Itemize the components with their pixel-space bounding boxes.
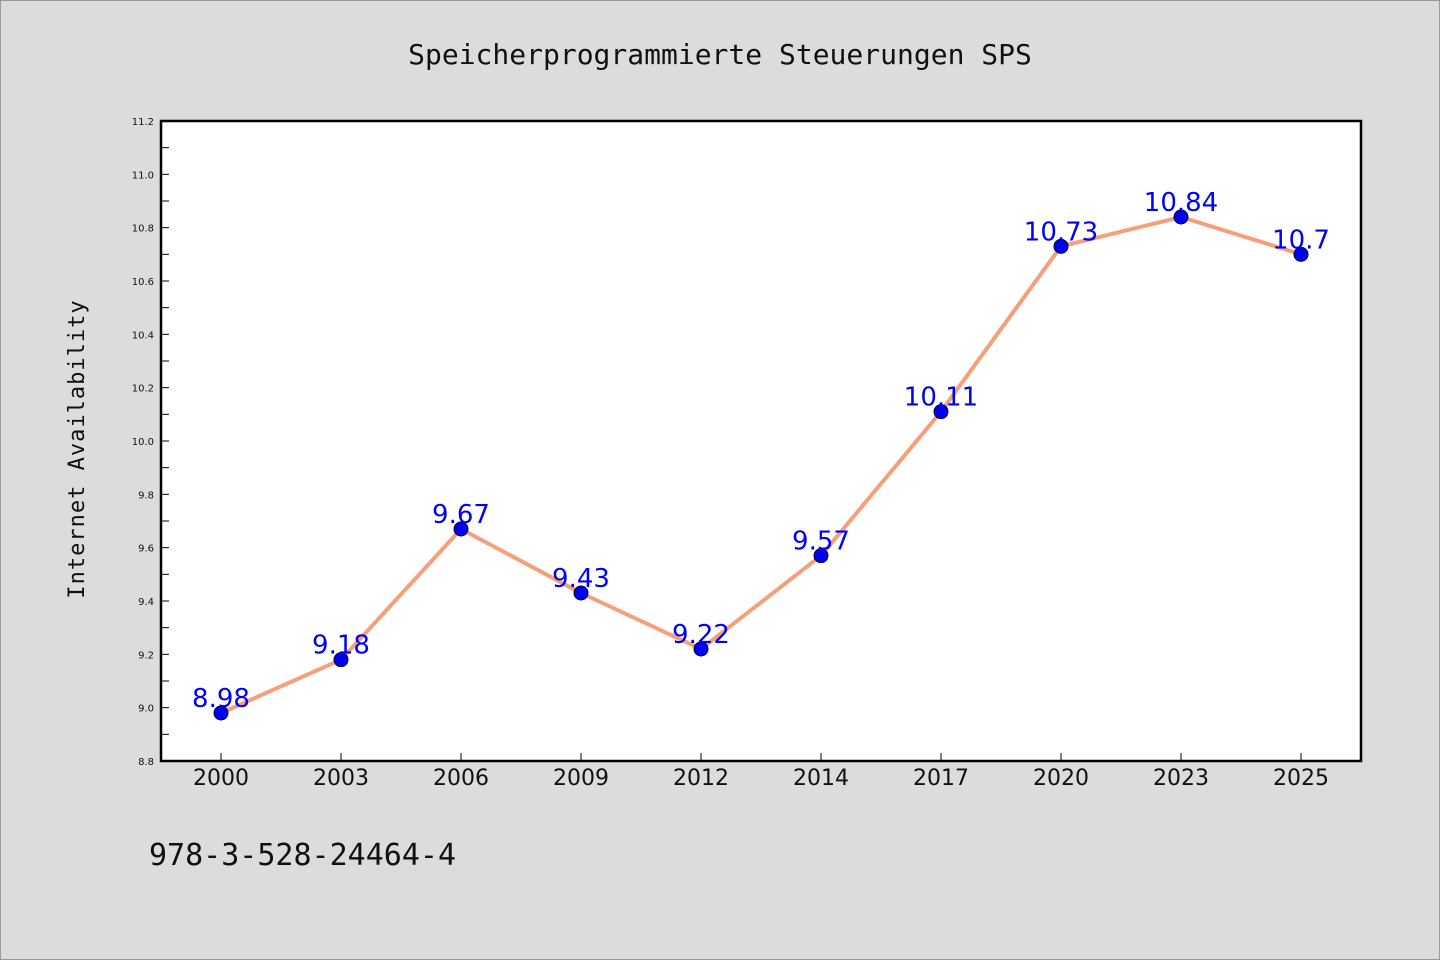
data-point <box>1173 209 1189 225</box>
data-label: 10.7 <box>1272 225 1330 255</box>
y-tick-label: 10.8 <box>132 224 154 235</box>
data-point <box>213 705 229 721</box>
plot-area <box>159 119 1363 763</box>
data-label: 10.73 <box>1024 217 1098 247</box>
x-tick-label: 2014 <box>793 766 849 791</box>
data-label: 8.98 <box>192 684 250 714</box>
data-label: 9.43 <box>552 564 610 594</box>
data-label: 9.67 <box>432 500 490 530</box>
y-axis-label: Internet Availability <box>65 299 90 598</box>
data-label: 10.11 <box>904 383 978 413</box>
data-label: 9.57 <box>792 527 850 557</box>
data-point <box>333 652 349 668</box>
y-tick-label: 11.0 <box>132 170 154 181</box>
data-point <box>813 548 829 564</box>
y-tick-label: 9.0 <box>138 704 154 715</box>
x-tick-label: 2020 <box>1033 766 1089 791</box>
data-point <box>573 585 589 601</box>
x-tick-label: 2003 <box>313 766 369 791</box>
data-label: 9.22 <box>672 620 730 650</box>
x-tick-label: 2023 <box>1153 766 1209 791</box>
y-tick-label: 11.2 <box>132 117 154 128</box>
y-tick-label: 9.8 <box>138 490 154 501</box>
series-line-group <box>219 215 1303 715</box>
y-tick-label: 9.6 <box>138 544 154 555</box>
data-label: 10.84 <box>1144 188 1218 218</box>
y-tick-label: 8.8 <box>138 757 154 768</box>
isbn-footer: 978-3-528-24464-4 <box>149 838 456 873</box>
data-label: 9.18 <box>312 631 370 661</box>
data-point <box>1053 238 1069 254</box>
x-tick-label: 2017 <box>913 766 969 791</box>
chart-title: Speicherprogrammierte Steuerungen SPS <box>408 38 1032 71</box>
y-tick-label: 10.2 <box>132 384 154 395</box>
x-tick-label: 2012 <box>673 766 729 791</box>
y-tick-label: 10.4 <box>132 330 154 341</box>
data-point <box>693 641 709 657</box>
x-axis-ticks: 2000 2003 2006 2009 2012 2014 2017 2020 2023 2025 <box>193 753 1329 791</box>
x-tick-label: 2006 <box>433 766 489 791</box>
data-markers <box>213 209 1309 721</box>
data-labels: 8.98 9.18 9.67 9.43 9.22 9.57 10.11 10.73 10.84 1… <box>192 188 1330 714</box>
x-tick-label: 2025 <box>1273 766 1329 791</box>
data-point <box>1293 246 1309 262</box>
data-point <box>453 521 469 537</box>
series-line <box>219 215 1303 715</box>
y-axis-ticks: 8.8 9.0 9.2 9.4 9.6 9.8 10.0 10.2 10.4 10.6 10.8 11… <box>132 117 169 768</box>
y-tick-label: 9.4 <box>138 597 154 608</box>
y-tick-label: 10.0 <box>132 437 154 448</box>
y-tick-label: 9.2 <box>138 650 154 661</box>
x-tick-label: 2009 <box>553 766 609 791</box>
x-tick-label: 2000 <box>193 766 249 791</box>
data-point <box>933 404 949 420</box>
y-tick-label: 10.6 <box>132 277 154 288</box>
